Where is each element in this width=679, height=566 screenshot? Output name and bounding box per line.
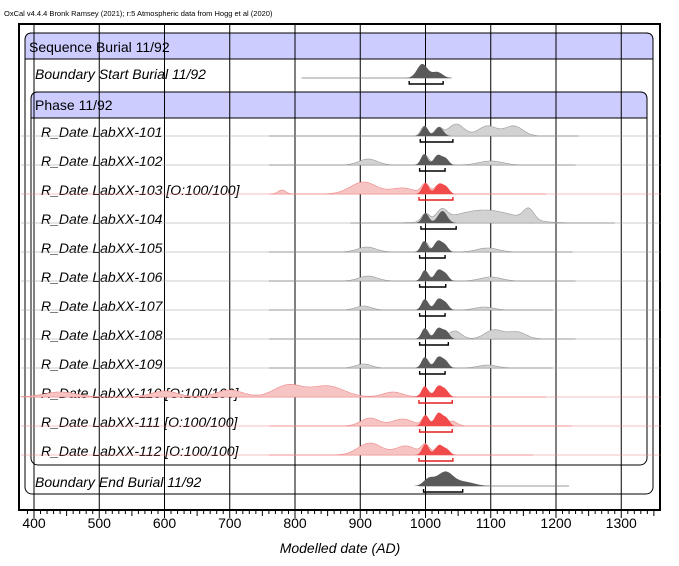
vertical-gridlines — [33, 24, 622, 510]
range-bracket — [422, 489, 464, 493]
range-bracket — [418, 313, 446, 317]
x-axis: 400 500 600 700 800 900 1000 1100 1200 1300 — [22, 510, 655, 531]
sequence-header-band — [24, 32, 654, 60]
likelihood-distribution — [21, 299, 661, 311]
range-bracket — [418, 371, 446, 375]
x-tick-label-1000: 1000 — [410, 515, 441, 531]
range-bracket — [418, 429, 453, 433]
x-tick-label-900: 900 — [349, 515, 373, 531]
row-10: R_Date LabXX-109 — [21, 356, 661, 375]
phase-header-band — [30, 91, 648, 119]
likelihood-distribution — [21, 357, 661, 369]
x-tick-label-400: 400 — [22, 515, 46, 531]
row-2: R_Date LabXX-101 — [21, 123, 661, 143]
range-bracket — [418, 342, 450, 346]
row-12: R_Date LabXX-111 [O:100/100] — [21, 412, 661, 433]
x-axis-label: Modelled date (AD) — [280, 540, 401, 556]
range-bracket — [419, 139, 454, 143]
x-tick-label-1100: 1100 — [476, 515, 506, 531]
x-tick-label-1200: 1200 — [540, 515, 571, 531]
software-credit: OxCal v4.4.4 Bronk Ramsey (2021); r:5 At… — [4, 9, 273, 18]
row-7: R_Date LabXX-106 — [21, 269, 661, 288]
row-label: R_Date LabXX-101 — [41, 124, 162, 140]
row-label: Boundary End Burial 11/92 — [35, 474, 202, 490]
x-tick-label-500: 500 — [88, 515, 112, 531]
likelihood-distribution — [21, 207, 661, 224]
likelihood-distribution — [21, 181, 661, 195]
row-9: R_Date LabXX-108 — [21, 327, 661, 346]
row-label: R_Date LabXX-105 — [41, 240, 163, 256]
range-bracket — [418, 284, 447, 288]
x-tick-label-600: 600 — [153, 515, 177, 531]
phase-title: Phase 11/92 — [35, 97, 113, 113]
range-bracket — [418, 168, 446, 172]
row-4: R_Date LabXX-103 [O:100/100] — [21, 181, 661, 201]
row-label: R_Date LabXX-103 [O:100/100] — [41, 182, 241, 198]
x-tick-label-800: 800 — [283, 515, 307, 531]
row-1: Boundary Start Burial 11/92 — [21, 64, 661, 85]
likelihood-distribution — [21, 413, 661, 427]
row-8: R_Date LabXX-107 — [21, 298, 661, 317]
row-13: R_Date LabXX-112 [O:100/100] — [21, 442, 661, 462]
row-label: R_Date LabXX-108 — [41, 327, 163, 343]
row-11: R_Date LabXX-110 [O:100/100] — [20, 384, 661, 404]
likelihood-distribution — [21, 241, 661, 253]
plot-frame — [18, 23, 661, 511]
x-tick-label-1300: 1300 — [606, 515, 637, 531]
likelihood-distribution — [21, 123, 661, 137]
row-label: R_Date LabXX-106 — [41, 269, 163, 285]
row-label: Boundary Start Burial 11/92 — [35, 66, 206, 82]
likelihood-distribution — [21, 270, 661, 282]
row-14: Boundary End Burial 11/92 — [21, 471, 661, 493]
row-label: R_Date LabXX-109 — [41, 356, 163, 372]
row-label: R_Date LabXX-104 — [41, 211, 163, 227]
range-bracket — [418, 458, 454, 462]
range-bracket — [418, 197, 454, 201]
range-bracket — [420, 226, 457, 230]
row-5: R_Date LabXX-104 — [21, 207, 661, 230]
row-3: R_Date LabXX-102 — [21, 153, 661, 172]
row-6: R_Date LabXX-105 — [21, 240, 661, 259]
row-label: R_Date LabXX-102 — [41, 153, 163, 169]
likelihood-distribution — [21, 442, 661, 456]
range-bracket — [418, 255, 446, 259]
likelihood-distribution — [21, 154, 661, 166]
likelihood-distribution — [21, 328, 661, 340]
row-label: R_Date LabXX-107 — [41, 298, 164, 314]
x-tick-label-700: 700 — [218, 515, 242, 531]
distribution-rows: Boundary Start Burial 11/92 R_Date LabXX-… — [20, 64, 661, 493]
range-bracket — [408, 81, 444, 85]
range-bracket — [418, 400, 453, 404]
row-label: R_Date LabXX-112 [O:100/100] — [41, 443, 240, 459]
row-label: R_Date LabXX-111 [O:100/100] — [41, 414, 239, 430]
